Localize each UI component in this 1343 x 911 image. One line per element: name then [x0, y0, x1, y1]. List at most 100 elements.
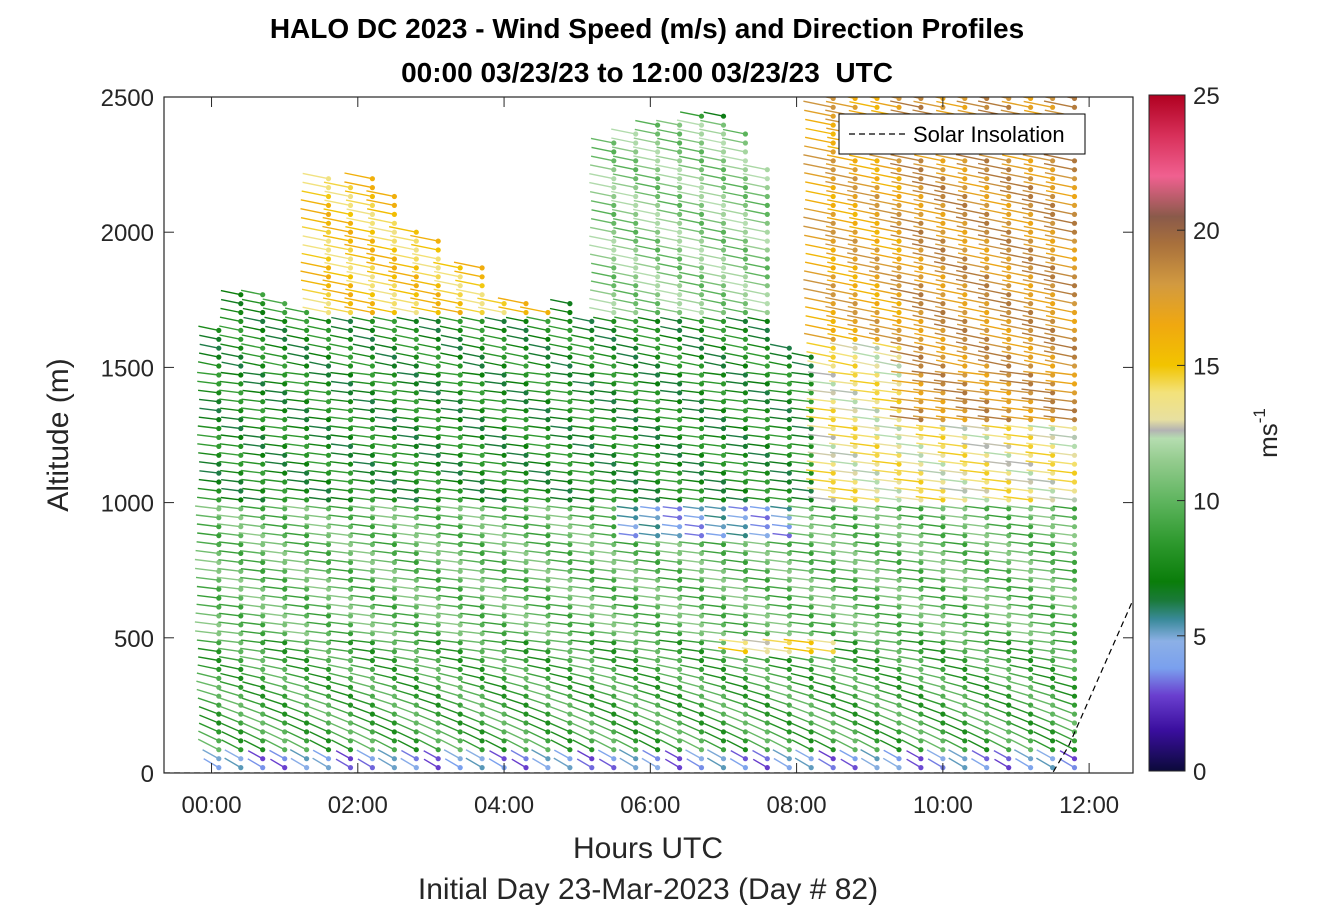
wind-barb-shaft	[243, 380, 263, 385]
wind-barb-shaft	[480, 585, 505, 590]
wind-barb-shaft	[241, 460, 263, 465]
wind-barb-shaft	[439, 325, 461, 332]
wind-barb-shaft	[439, 389, 461, 394]
wind-barb-shaft	[570, 713, 593, 724]
wind-barb-point	[633, 640, 639, 646]
wind-barb-point	[347, 559, 354, 566]
wind-barb-shaft	[722, 235, 746, 242]
wind-barb-point	[852, 193, 858, 200]
wind-barb-shaft	[324, 190, 351, 198]
wind-barb-shaft	[965, 697, 987, 706]
wind-barb-point	[1028, 265, 1034, 271]
wind-barb-point	[304, 657, 310, 664]
wind-barb-point	[567, 381, 573, 387]
wind-barb-shaft	[329, 730, 351, 742]
wind-barb-point	[611, 675, 617, 682]
wind-barb-point	[720, 649, 727, 655]
wind-barb-shaft	[352, 714, 373, 724]
wind-barb-point	[1028, 434, 1034, 440]
wind-barb-point	[435, 479, 441, 485]
wind-barb-point	[369, 497, 375, 503]
wind-barb-shaft	[372, 316, 395, 323]
wind-barb-point	[852, 97, 858, 101]
wind-barb-shaft	[941, 523, 965, 528]
wind-barb-point	[479, 372, 485, 378]
wind-barb-shaft	[899, 680, 922, 688]
wind-barb-shaft	[783, 646, 812, 653]
wind-barb-point	[457, 354, 463, 360]
wind-barb-point	[742, 211, 749, 217]
wind-barb-shaft	[591, 209, 614, 216]
wind-barb-shaft	[1006, 505, 1031, 510]
wind-barb-shaft	[725, 361, 746, 367]
wind-barb-point	[830, 176, 836, 182]
wind-barb-point	[962, 97, 968, 101]
wind-barb-shaft	[265, 334, 285, 340]
wind-barb-shaft	[825, 305, 856, 314]
wind-barb-point	[830, 515, 836, 521]
wind-barb-point	[655, 309, 661, 316]
wind-barb-point	[216, 434, 222, 440]
wind-barb-point	[391, 274, 397, 280]
wind-barb-point	[1006, 220, 1012, 226]
wind-barb-shaft	[335, 750, 351, 760]
wind-barb-shaft	[913, 397, 943, 403]
wind-barb-shaft	[766, 688, 790, 697]
wind-barb-shaft	[304, 514, 329, 519]
wind-barb-shaft	[611, 262, 636, 269]
wind-barb-shaft	[546, 639, 570, 644]
wind-barb-shaft	[891, 370, 921, 376]
wind-barb-point	[435, 765, 441, 771]
wind-barb-shaft	[871, 172, 900, 180]
wind-barb-point	[391, 238, 397, 244]
wind-barb-point	[435, 408, 441, 414]
wind-barb-point	[611, 747, 617, 753]
wind-barb-point	[940, 158, 946, 164]
wind-barb-point	[523, 345, 529, 351]
wind-barb-point	[457, 381, 463, 387]
wind-barb-point	[589, 568, 595, 574]
wind-barb-point	[282, 408, 288, 414]
wind-barb-shaft	[636, 334, 658, 340]
wind-barb-shaft	[400, 757, 417, 769]
wind-barb-point	[720, 595, 727, 601]
wind-barb-point	[830, 274, 836, 280]
wind-barb-shaft	[482, 460, 505, 465]
wind-barb-shaft	[505, 316, 527, 323]
wind-barb-point	[742, 577, 749, 583]
wind-barb-point	[742, 140, 749, 146]
wind-barb-shaft	[483, 361, 505, 367]
wind-barb-point	[501, 586, 507, 592]
wind-barb-point	[764, 684, 770, 690]
wind-barb-shaft	[263, 647, 285, 653]
wind-barb-point	[984, 568, 990, 574]
wind-barb-shaft	[1007, 514, 1031, 519]
wind-barb-shaft	[912, 314, 944, 323]
wind-barb-shaft	[1001, 270, 1031, 278]
wind-barb-point	[589, 586, 595, 592]
wind-barb-point	[501, 434, 507, 440]
wind-barb-point	[347, 229, 354, 235]
wind-barb-shaft	[827, 208, 856, 216]
wind-barb-point	[589, 470, 595, 476]
wind-barb-point	[435, 452, 441, 458]
wind-barb-shaft	[617, 523, 636, 528]
wind-barb-shaft	[655, 217, 680, 224]
wind-barb-point	[413, 604, 419, 610]
wind-barb-point	[282, 622, 288, 628]
wind-barb-point	[874, 167, 880, 173]
wind-barb-shaft	[986, 672, 1009, 680]
wind-barb-shaft	[658, 343, 680, 349]
wind-barb-point	[369, 747, 375, 753]
wind-barb-point	[1006, 211, 1012, 217]
wind-barb-point	[325, 185, 332, 191]
wind-barb-shaft	[747, 334, 768, 340]
wind-barb-point	[918, 104, 924, 110]
wind-barb-point	[874, 193, 880, 200]
wind-barb-shaft	[920, 532, 943, 537]
wind-barb-point	[413, 649, 419, 655]
wind-barb-shaft	[809, 594, 834, 599]
wind-barb-point	[830, 247, 836, 253]
wind-barb-shaft	[1029, 594, 1053, 599]
wind-barb-point	[830, 113, 836, 119]
